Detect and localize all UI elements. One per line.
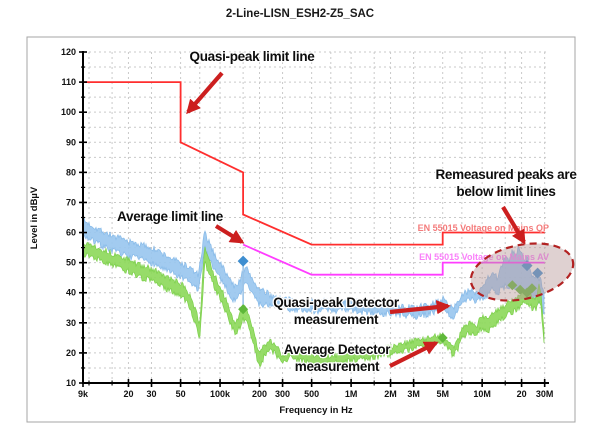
annotation-text: below limit lines [456, 184, 555, 199]
annotation-text: Average Detector [284, 342, 392, 357]
y-tick-label: 30 [66, 318, 76, 328]
y-tick-label: 70 [66, 197, 76, 207]
annotations: Quasi-peak limit line Average limit line Q… [116, 48, 579, 376]
gridlines [84, 51, 546, 382]
annotation-arrow [186, 71, 224, 115]
x-tick-label: 5M [436, 389, 449, 399]
x-tick-label: 100k [210, 389, 231, 399]
average-remeasured-marker [507, 280, 518, 291]
y-tick-label: 50 [66, 258, 76, 268]
x-tick-label: 20 [517, 389, 527, 399]
annotation-text: Quasi-peak Detector [273, 295, 400, 310]
y-tick-label: 80 [66, 167, 76, 177]
x-tick-label: 10M [473, 389, 491, 399]
x-tick-label: 30M [536, 389, 554, 399]
y-tick-label: 20 [66, 348, 76, 358]
x-tick-label: 50 [176, 389, 186, 399]
y-tick-label: 90 [66, 137, 76, 147]
annotation-text: Quasi-peak limit line [190, 49, 316, 64]
quasi-peak-remeasured-marker [532, 267, 544, 279]
x-tick-label: 9k [78, 389, 89, 399]
annotation-arrow [389, 341, 439, 368]
x-tick-label: 3M [407, 389, 420, 399]
average-remeasured-marker [238, 304, 249, 315]
quasi-peak-measurement-trace [82, 217, 545, 321]
annotation-text: Remeasured peaks are [435, 167, 577, 182]
x-tick-label: 1M [345, 389, 358, 399]
limit-line-label-av: EN 55015 Voltage on Mains AV [419, 252, 549, 262]
average-remeasured-marker [526, 283, 537, 294]
limit-line-label-qp: EN 55015 Voltage on Mains QP [418, 223, 549, 233]
qp-limit-line [83, 81, 545, 246]
annotation-arrow [389, 300, 451, 315]
x-tick-label: 20 [123, 389, 133, 399]
x-axis-title: Frequency in Hz [279, 405, 353, 416]
highlight-ellipse [469, 242, 575, 302]
measurement-traces [82, 217, 545, 368]
y-tick-label: 100 [61, 107, 76, 117]
average-remeasured-marker [437, 332, 448, 343]
annotation-text: Average limit line [117, 209, 224, 224]
y-tick-label: 40 [66, 288, 76, 298]
av-limit-line [242, 243, 545, 276]
remeasured-peaks-highlight [469, 242, 575, 302]
y-axis-title: Level in dBµV [29, 186, 40, 249]
x-tick-label: 500 [304, 389, 319, 399]
x-tick-label: 2M [384, 389, 397, 399]
average-measurement-trace [82, 241, 545, 368]
x-tick-label: 200 [252, 389, 267, 399]
limit-lines [83, 81, 545, 276]
annotation-arrow [501, 205, 526, 245]
x-tick-label: 300 [275, 389, 290, 399]
quasi-peak-remeasured-marker [237, 255, 249, 267]
y-tick-label: 110 [61, 77, 76, 87]
x-tick-label: 30 [147, 389, 157, 399]
y-tick-label: 60 [66, 228, 76, 238]
y-tick-label: 120 [61, 47, 76, 57]
y-tick-label: 10 [66, 378, 76, 388]
annotation-text: measurement [295, 359, 380, 374]
annotation-arrow [214, 224, 245, 244]
axes: 10 20 30 40 50 60 70 80 90 100 110 120 9k 20 30 50 100k 2… [61, 47, 553, 399]
annotation-text: measurement [294, 312, 379, 327]
chart-title: 2-Line-LISN_ESH2-Z5_SAC [226, 8, 374, 20]
